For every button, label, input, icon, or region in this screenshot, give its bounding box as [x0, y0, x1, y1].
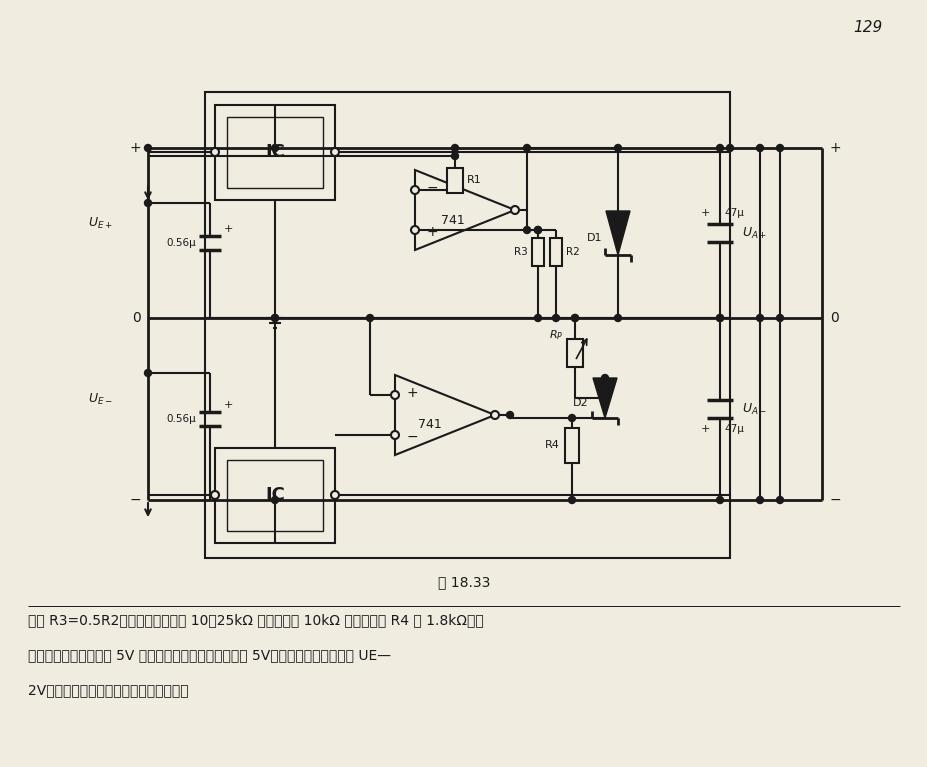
Circle shape: [716, 314, 723, 321]
Circle shape: [534, 226, 541, 233]
Bar: [550, 238, 562, 266]
Circle shape: [716, 496, 723, 503]
Circle shape: [210, 148, 219, 156]
Circle shape: [145, 370, 151, 377]
Text: R1: R1: [466, 175, 481, 185]
Circle shape: [571, 314, 578, 321]
Circle shape: [776, 314, 782, 321]
Text: 0: 0: [829, 311, 838, 325]
Text: −: −: [829, 493, 841, 507]
Circle shape: [411, 186, 419, 194]
Circle shape: [776, 496, 782, 503]
Text: R3: R3: [514, 247, 527, 257]
Circle shape: [523, 226, 530, 233]
Text: 0.56μ: 0.56μ: [166, 238, 196, 248]
Text: 129: 129: [853, 21, 882, 35]
Bar: [205, 92, 730, 318]
Text: +: +: [829, 141, 841, 155]
Text: $U_{E+}$: $U_{E+}$: [88, 216, 113, 231]
Bar: [531, 238, 543, 266]
Circle shape: [614, 144, 621, 152]
Circle shape: [390, 431, 399, 439]
Circle shape: [534, 226, 541, 233]
Text: IC: IC: [265, 486, 285, 504]
Bar: [227, 460, 323, 531]
Text: +: +: [129, 141, 141, 155]
Text: $U_{E-}$: $U_{E-}$: [88, 391, 113, 407]
Text: −: −: [407, 430, 418, 444]
Circle shape: [506, 412, 513, 419]
Bar: [565, 428, 578, 463]
Text: 值取 R3=0.5R2。电位器电阻值在 10～25kΩ 之间。当取 10kΩ 时限流电阻 R4 取 1.8kΩ。当: 值取 R3=0.5R2。电位器电阻值在 10～25kΩ 之间。当取 10kΩ 时…: [28, 613, 483, 627]
Circle shape: [511, 206, 518, 214]
Text: D2: D2: [573, 398, 589, 408]
Text: +: +: [700, 208, 709, 218]
Circle shape: [145, 144, 151, 152]
Circle shape: [272, 496, 278, 503]
Text: 741: 741: [440, 213, 464, 226]
Text: 集成稳压电路稳压值为 5V 时，该电路输出最低电压也为 5V。最高输出电压相当于 UE—: 集成稳压电路稳压值为 5V 时，该电路输出最低电压也为 5V。最高输出电压相当于…: [28, 648, 390, 662]
Circle shape: [534, 314, 541, 321]
Circle shape: [716, 314, 723, 321]
Circle shape: [272, 144, 278, 152]
Text: 2V，故同集成电路允许的输入电压有关。: 2V，故同集成电路允许的输入电压有关。: [28, 683, 188, 697]
Text: IC: IC: [265, 143, 285, 161]
Circle shape: [568, 496, 575, 503]
Text: 0: 0: [133, 311, 141, 325]
Bar: [205, 318, 730, 558]
Text: D1: D1: [586, 233, 602, 243]
Circle shape: [272, 314, 278, 321]
Text: $U_{A-}$: $U_{A-}$: [742, 401, 767, 416]
Circle shape: [523, 144, 530, 152]
Text: +: +: [700, 424, 709, 434]
Circle shape: [451, 144, 458, 152]
Circle shape: [145, 199, 151, 206]
Bar: [215, 448, 335, 543]
Circle shape: [756, 144, 763, 152]
Circle shape: [756, 496, 763, 503]
Text: $R_P$: $R_P$: [548, 328, 563, 342]
Text: 图 18.33: 图 18.33: [438, 575, 489, 589]
Circle shape: [756, 314, 763, 321]
Circle shape: [614, 314, 621, 321]
Circle shape: [776, 144, 782, 152]
Circle shape: [390, 391, 399, 399]
Circle shape: [272, 314, 278, 321]
Text: +: +: [426, 225, 438, 239]
Circle shape: [601, 374, 608, 381]
Circle shape: [366, 314, 373, 321]
Bar: [447, 168, 463, 193]
Text: −: −: [129, 493, 141, 507]
Text: 47μ: 47μ: [723, 424, 743, 434]
Circle shape: [490, 411, 499, 419]
Text: 0.56μ: 0.56μ: [166, 414, 196, 424]
Circle shape: [451, 153, 458, 160]
Text: +: +: [223, 400, 233, 410]
Text: +: +: [223, 224, 233, 234]
Circle shape: [552, 314, 559, 321]
Polygon shape: [592, 378, 616, 418]
Text: $U_{A+}$: $U_{A+}$: [742, 225, 767, 241]
Circle shape: [716, 144, 723, 152]
Circle shape: [210, 491, 219, 499]
Text: R4: R4: [544, 440, 559, 450]
Text: 741: 741: [418, 419, 441, 432]
Bar: [566, 339, 582, 367]
Text: 47μ: 47μ: [723, 208, 743, 218]
Bar: [215, 105, 335, 200]
Polygon shape: [605, 211, 629, 255]
Text: R2: R2: [565, 247, 579, 257]
Circle shape: [331, 491, 338, 499]
Circle shape: [568, 414, 575, 422]
Bar: [227, 117, 323, 188]
Circle shape: [571, 314, 578, 321]
Text: +: +: [407, 386, 418, 400]
Text: −: −: [426, 181, 438, 195]
Circle shape: [411, 226, 419, 234]
Circle shape: [726, 144, 732, 152]
Circle shape: [331, 148, 338, 156]
